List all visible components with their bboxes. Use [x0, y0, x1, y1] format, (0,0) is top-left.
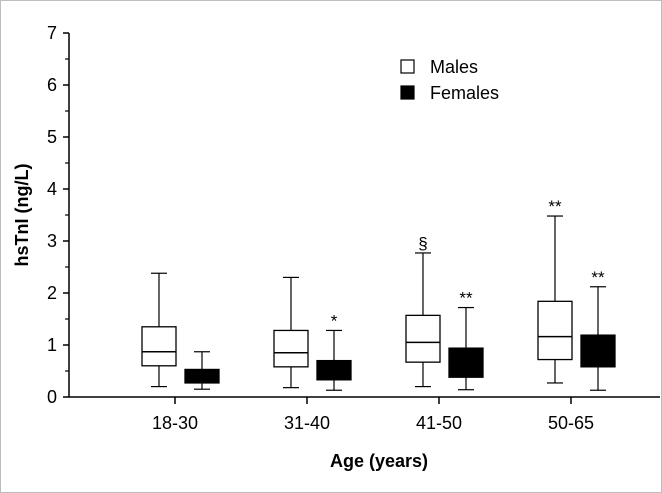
box-iqr — [184, 368, 220, 384]
y-tick-label: 5 — [47, 127, 57, 147]
legend-label-females: Females — [430, 83, 499, 103]
box-females-31-40: * — [316, 311, 352, 391]
box-iqr — [580, 334, 616, 368]
y-tick-label: 4 — [47, 179, 57, 199]
x-axis-title: Age (years) — [330, 451, 428, 471]
box-iqr — [405, 314, 441, 363]
significance-marker: ** — [591, 268, 605, 287]
box-iqr — [273, 329, 309, 368]
box-males-18-30 — [141, 272, 177, 388]
x-tick-label: 18-30 — [152, 413, 198, 433]
significance-marker: * — [331, 311, 338, 330]
legend-label-males: Males — [430, 57, 478, 77]
box-females-50-65: ** — [580, 268, 616, 391]
significance-marker: ** — [459, 289, 473, 308]
box-iqr — [316, 359, 352, 381]
significance-marker: ** — [548, 197, 562, 216]
box-males-31-40 — [273, 276, 309, 389]
legend: Males Females — [400, 57, 499, 103]
box-iqr — [448, 347, 484, 378]
y-tick-label: 1 — [47, 335, 57, 355]
x-ticks: 18-30 31-40 41-50 50-65 — [152, 397, 594, 433]
legend-swatch-females — [400, 85, 415, 100]
y-tick-label: 7 — [47, 23, 57, 43]
x-tick-label: 41-50 — [416, 413, 462, 433]
box-males-41-50: § — [405, 234, 441, 388]
legend-swatch-males — [400, 59, 415, 74]
box-iqr — [141, 326, 177, 367]
box-females-18-30 — [184, 351, 220, 390]
box-males-50-65: ** — [537, 197, 573, 384]
y-axis-title: hsTnI (ng/L) — [12, 164, 32, 267]
box-iqr — [537, 300, 573, 361]
significance-marker: § — [418, 234, 427, 253]
x-tick-label: 50-65 — [548, 413, 594, 433]
box-females-41-50: ** — [448, 289, 484, 391]
boxes: §******* — [141, 197, 616, 391]
y-tick-label: 6 — [47, 75, 57, 95]
y-tick-label: 2 — [47, 283, 57, 303]
x-tick-label: 31-40 — [284, 413, 330, 433]
y-tick-label: 3 — [47, 231, 57, 251]
y-ticks: 0 1 2 3 4 5 6 7 — [47, 23, 69, 407]
y-tick-label: 0 — [47, 387, 57, 407]
